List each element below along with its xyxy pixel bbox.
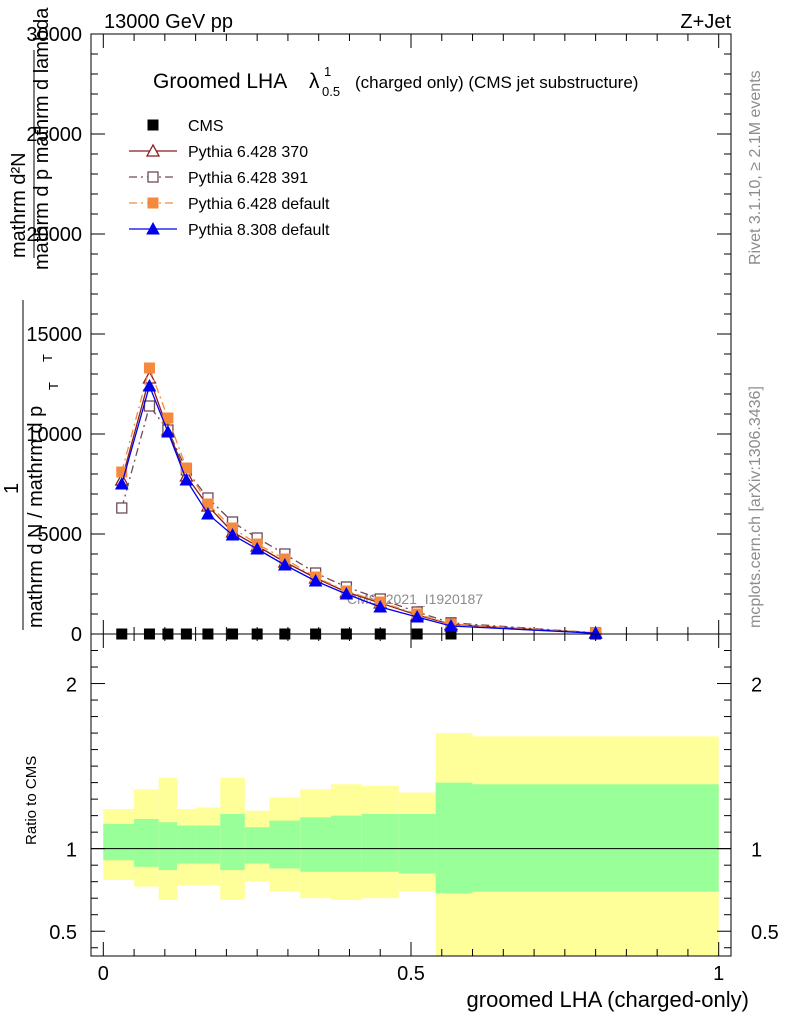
y-label-prefix-den: mathrm d N / mathrm d p bbox=[25, 406, 47, 628]
legend-item: CMS bbox=[147, 118, 224, 135]
data-point bbox=[143, 362, 155, 374]
chart-title-rest: (charged only) (CMS jet substructure) bbox=[355, 73, 638, 92]
series-4 bbox=[114, 378, 603, 639]
ratio-inner-band bbox=[300, 817, 331, 872]
chart-title: Groomed LHA λ 1 0.5 (charged only) (CMS … bbox=[153, 64, 638, 99]
ratio-inner-band bbox=[134, 818, 159, 867]
rivet-label: Rivet 3.1.10, ≥ 2.1M events bbox=[747, 70, 764, 265]
data-point bbox=[114, 476, 129, 490]
legend-marker bbox=[147, 197, 159, 209]
mcplots-label: mcplots.cern.ch [arXiv:1306.3436] bbox=[747, 386, 764, 628]
main-series bbox=[106, 362, 603, 640]
legend-label: Pythia 8.308 default bbox=[188, 222, 330, 239]
header-energy: 13000 GeV pp bbox=[104, 11, 233, 33]
legend-item: Pythia 8.308 default bbox=[129, 221, 330, 239]
ratio-bands bbox=[103, 733, 719, 956]
data-point bbox=[162, 412, 174, 424]
data-point bbox=[278, 557, 292, 571]
ratio-inner-band bbox=[103, 823, 135, 861]
ratio-y-tick-label-right: 1 bbox=[751, 840, 762, 862]
ratio-y-tick-label: 2 bbox=[66, 675, 77, 697]
chart-title-symbol: λ bbox=[309, 70, 320, 93]
legend-marker bbox=[146, 221, 160, 235]
series-line bbox=[121, 365, 596, 634]
legend-item: Pythia 6.428 370 bbox=[129, 143, 308, 161]
ratio-x-axis: 0 0.5 1 bbox=[98, 634, 724, 985]
legend-item: Pythia 6.428 391 bbox=[129, 170, 308, 187]
legend-item: Pythia 6.428 default bbox=[129, 196, 330, 213]
ratio-y-axis: 0.5 0.5 1 1 2 2 bbox=[49, 650, 779, 949]
y-tick-label: 10000 bbox=[26, 424, 82, 446]
ratio-y-label: Ratio to CMS bbox=[23, 756, 40, 845]
ratio-y-tick-label-right: 0.5 bbox=[751, 922, 779, 944]
y-label-pt-sub: T bbox=[46, 382, 61, 390]
y-label-bottom: mathrm d p mathrm d lambda bbox=[31, 7, 53, 270]
data-point bbox=[308, 573, 323, 587]
chart-title-main: Groomed LHA bbox=[153, 70, 287, 93]
y-label-top: mathrm d²N bbox=[8, 152, 30, 258]
x-tick-label: 1 bbox=[713, 963, 724, 985]
ratio-panel: 0.5 0.51 12 2 0 0.5 1 bbox=[49, 633, 779, 985]
data-point bbox=[444, 618, 458, 632]
data-point bbox=[373, 599, 388, 613]
ratio-y-tick-label: 1 bbox=[66, 840, 77, 862]
ratio-inner-band bbox=[177, 825, 196, 864]
y-label-prefix-num: 1 bbox=[1, 483, 23, 494]
y-tick-label: 5000 bbox=[38, 524, 83, 546]
y-tick-label: 15000 bbox=[26, 324, 82, 346]
ratio-y-tick-label: 0.5 bbox=[49, 922, 77, 944]
ratio-inner-band bbox=[361, 813, 399, 872]
legend-label: CMS bbox=[188, 118, 224, 135]
y-label-prefix-sub: T bbox=[40, 354, 55, 362]
data-point bbox=[410, 609, 424, 623]
legend-marker bbox=[147, 119, 159, 131]
legend-marker bbox=[147, 171, 159, 183]
ratio-inner-band bbox=[435, 782, 473, 894]
data-point bbox=[161, 424, 175, 438]
series-line bbox=[121, 383, 596, 634]
legend: CMS Pythia 6.428 370 Pythia 6.428 391 Pythi… bbox=[129, 118, 330, 239]
ratio-inner-band bbox=[220, 813, 245, 871]
ratio-inner-band bbox=[195, 825, 221, 864]
header-process: Z+Jet bbox=[680, 11, 731, 33]
series-line bbox=[121, 404, 596, 634]
main-y-label: mathrm d²N mathrm d p mathrm d lambda T … bbox=[1, 7, 61, 630]
data-point bbox=[225, 527, 240, 541]
data-point bbox=[339, 586, 354, 600]
x-tick-label: 0.5 bbox=[397, 963, 425, 985]
y-tick-label: 0 bbox=[71, 624, 82, 646]
legend-marker bbox=[145, 143, 161, 157]
ratio-inner-band bbox=[269, 820, 301, 869]
legend-label: Pythia 6.428 391 bbox=[188, 170, 308, 187]
legend-label: Pythia 6.428 default bbox=[188, 196, 330, 213]
ratio-inner-band bbox=[472, 784, 719, 892]
data-point bbox=[143, 400, 156, 412]
y-tick-label: 30000 bbox=[26, 24, 82, 46]
data-point bbox=[116, 502, 128, 514]
data-point bbox=[179, 472, 194, 486]
main-y-axis: 0 5000 10000 15000 20000 25000 30000 bbox=[26, 24, 731, 646]
x-tick-label: 0 bbox=[98, 963, 109, 985]
ratio-inner-band bbox=[244, 827, 270, 864]
data-point bbox=[201, 506, 215, 520]
y-tick-label: 20000 bbox=[26, 224, 82, 246]
ratio-inner-band bbox=[158, 822, 178, 871]
y-tick-label: 25000 bbox=[26, 124, 82, 146]
ratio-y-tick-label-right: 2 bbox=[751, 675, 762, 697]
chart-title-sub: 0.5 bbox=[322, 84, 340, 99]
ratio-inner-band bbox=[331, 815, 362, 872]
data-point bbox=[142, 378, 157, 392]
x-axis-label: groomed LHA (charged-only) bbox=[467, 987, 749, 1012]
data-point bbox=[250, 541, 264, 555]
legend-label: Pythia 6.428 370 bbox=[188, 144, 308, 161]
main-frame bbox=[90, 33, 732, 635]
ratio-inner-band bbox=[398, 813, 436, 874]
chart-title-sup: 1 bbox=[324, 64, 331, 79]
